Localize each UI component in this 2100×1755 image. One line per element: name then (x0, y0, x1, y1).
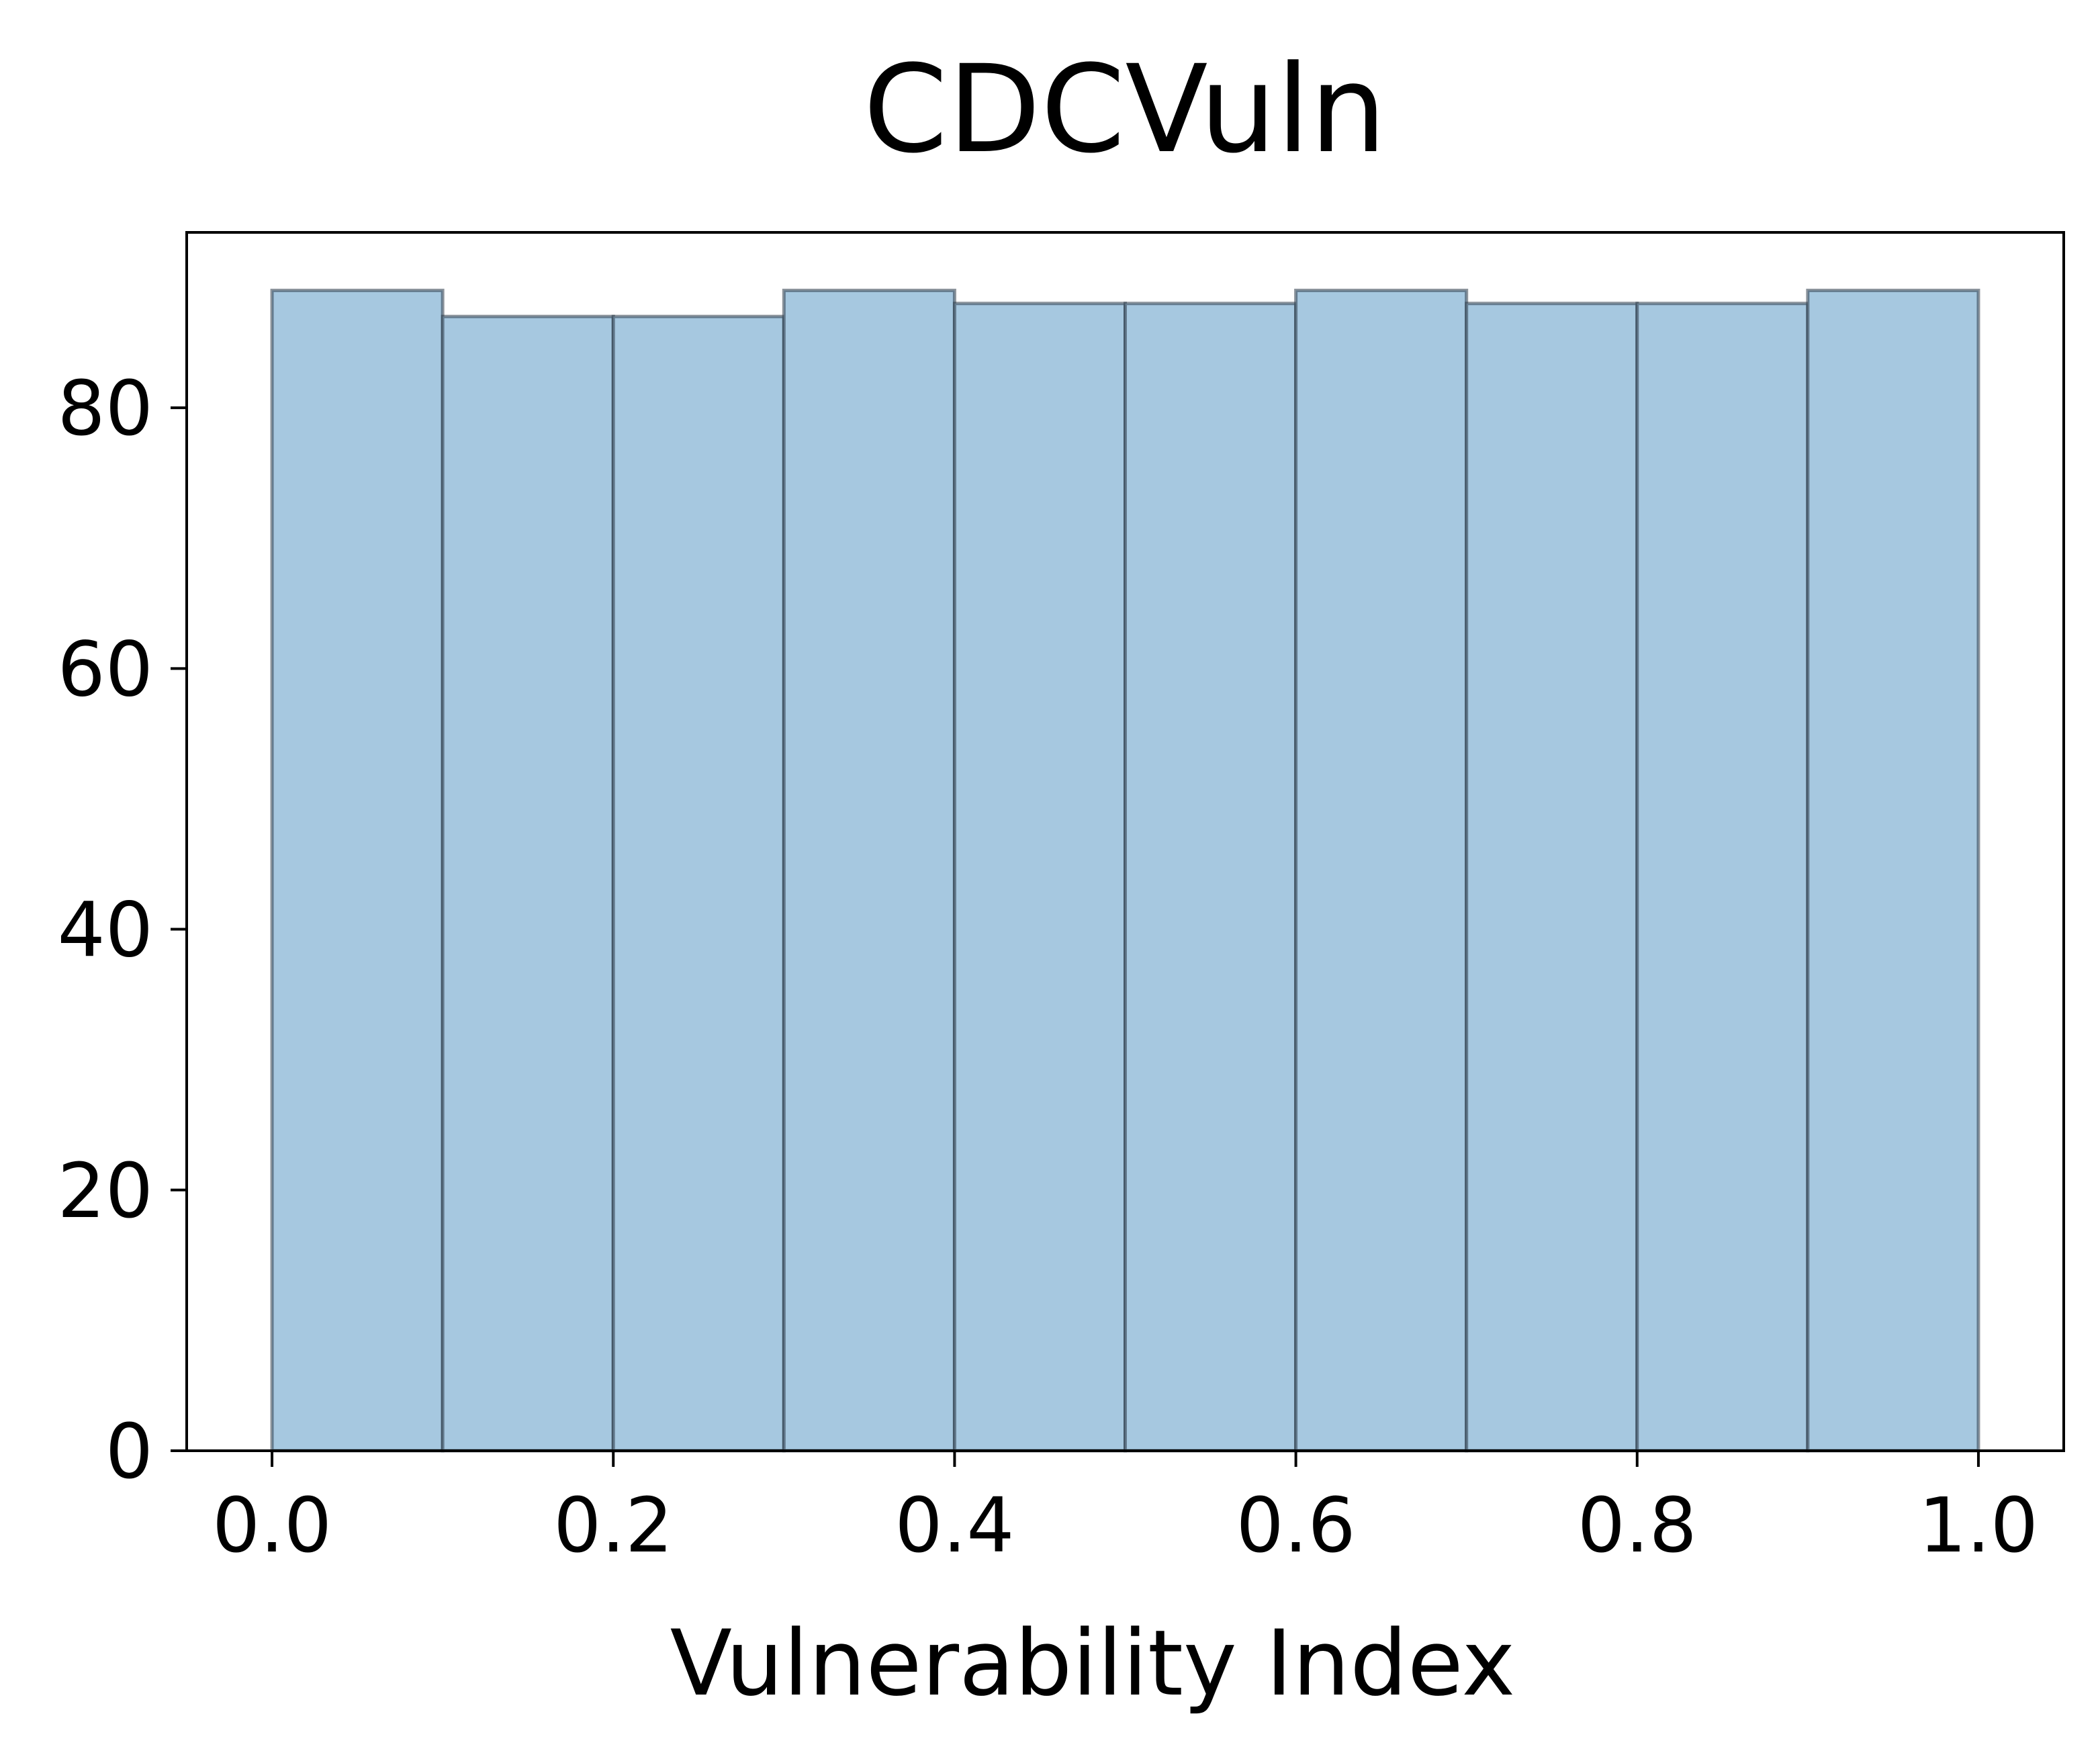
histogram-bar-6 (1294, 288, 1469, 1453)
histogram-bar-5 (1124, 302, 1298, 1453)
x-tick-label: 1.0 (1919, 1482, 2038, 1570)
x-axis-label: Vulnerability Index (670, 1611, 1516, 1716)
histogram-bar-2 (611, 314, 786, 1453)
x-tick-label: 0.8 (1578, 1482, 1697, 1570)
histogram-bar-1 (441, 314, 615, 1453)
y-axis-ticks: 0 20 40 60 80 (57, 365, 187, 1496)
histogram-bar-0 (270, 288, 445, 1453)
y-tick-label: 60 (57, 626, 153, 713)
bars-layer (270, 288, 1980, 1453)
histogram-bar-7 (1465, 302, 1639, 1453)
chart-title: CDCVuln (863, 40, 1386, 180)
histogram-bar-4 (952, 302, 1127, 1453)
x-tick-label: 0.2 (553, 1482, 673, 1570)
x-tick-label: 0.4 (895, 1482, 1014, 1570)
x-tick-label: 0.0 (212, 1482, 332, 1570)
histogram-bar-8 (1635, 302, 1810, 1453)
y-tick-label: 80 (57, 365, 153, 453)
x-tick-label: 0.6 (1236, 1482, 1356, 1570)
histogram-bar-9 (1806, 288, 1980, 1453)
y-tick-label: 20 (57, 1148, 153, 1235)
x-axis-ticks: 0.0 0.2 0.4 0.6 0.8 1.0 (212, 1451, 2038, 1570)
y-tick-label: 40 (57, 887, 153, 975)
histogram-bar-3 (782, 288, 956, 1453)
plot-frame (185, 231, 2065, 1452)
y-tick-label: 0 (105, 1408, 153, 1496)
